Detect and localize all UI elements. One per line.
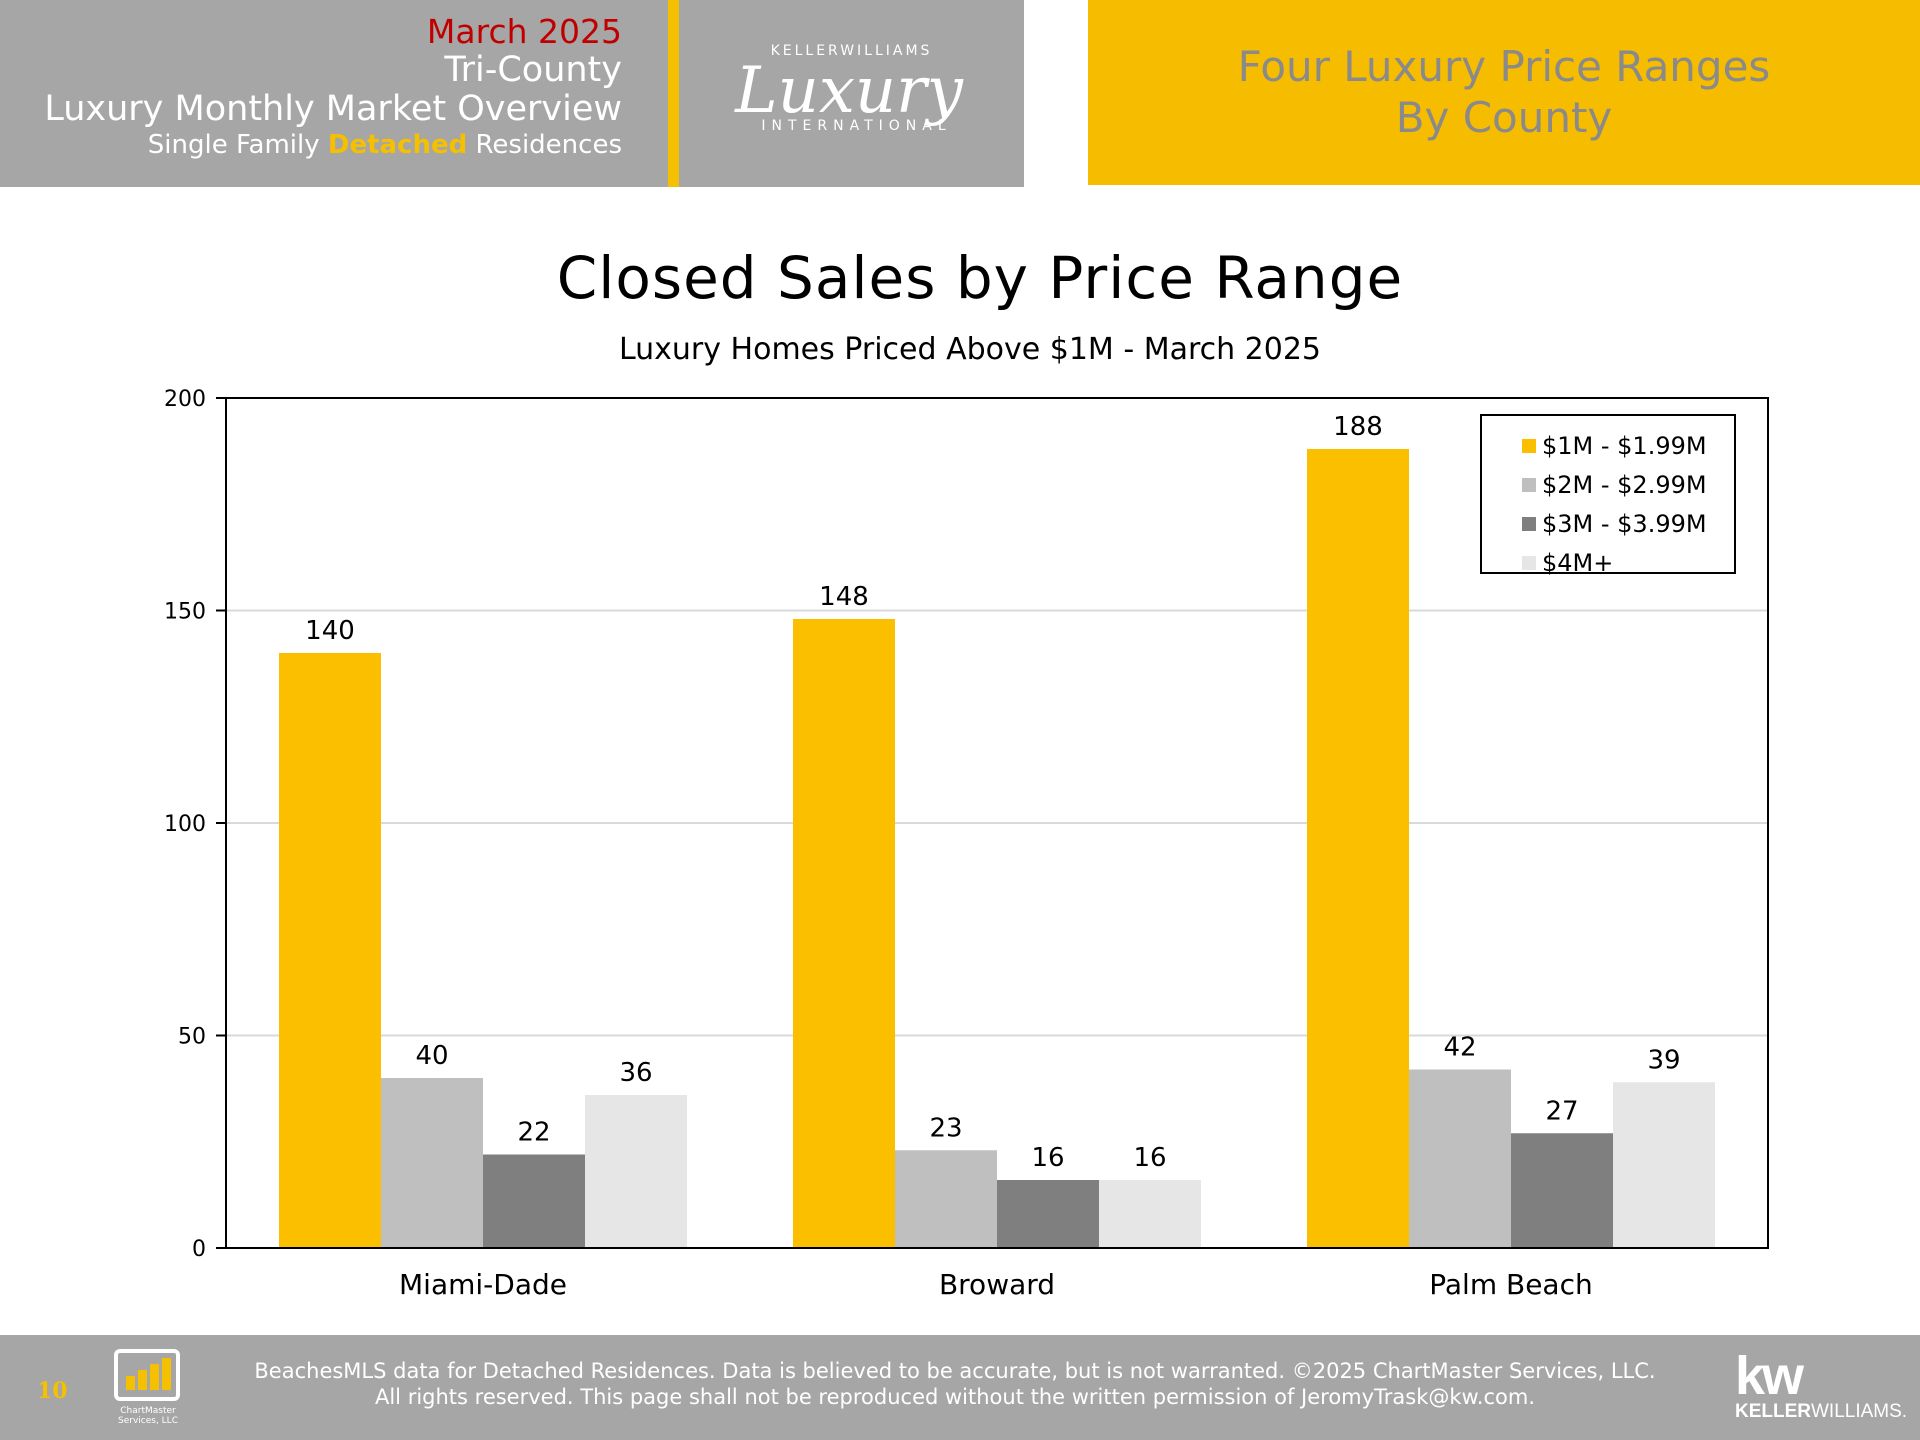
chartmaster-logo-text: ChartMaster Services, LLC — [118, 1406, 178, 1426]
bar — [279, 653, 381, 1248]
subtitle-post: Residences — [467, 130, 623, 161]
section-title-line2: By County — [1395, 92, 1613, 142]
bar — [793, 619, 895, 1248]
bar — [997, 1180, 1099, 1248]
bar-value-label: 27 — [1545, 1096, 1578, 1126]
footer-line-1: BeachesMLS data for Detached Residences.… — [254, 1359, 1656, 1383]
kw-mark: kw — [1735, 1346, 1804, 1406]
y-tick-label: 50 — [178, 1025, 206, 1050]
legend-item: $3M - $3.99M — [1522, 504, 1734, 543]
bar-value-label: 16 — [1133, 1143, 1166, 1173]
plot-frame — [225, 397, 1769, 1249]
legend-label: $1M - $1.99M — [1542, 431, 1707, 460]
bar-value-label: 188 — [1333, 412, 1383, 442]
header-title-panel: March 2025 Tri-County Luxury Monthly Mar… — [0, 0, 668, 187]
subtitle-highlight: Detached — [327, 130, 468, 161]
luxury-script-logo: Luxury — [734, 54, 964, 128]
bar — [483, 1154, 585, 1248]
bar — [585, 1095, 687, 1248]
bar-value-label: 23 — [929, 1113, 962, 1143]
bar-value-label: 39 — [1647, 1045, 1680, 1075]
subtitle-pre: Single Family — [147, 130, 328, 161]
bar-value-label: 42 — [1443, 1033, 1476, 1063]
bar — [1307, 449, 1409, 1248]
legend-label: $3M - $3.99M — [1542, 509, 1707, 538]
chart-subtitle: Luxury Homes Priced Above $1M - March 20… — [618, 332, 1322, 367]
y-tick-label: 150 — [164, 600, 206, 625]
bar — [381, 1078, 483, 1248]
chart-legend: $1M - $1.99M $2M - $2.99M $3M - $3.99M $4M+ — [1480, 414, 1736, 577]
bar — [1099, 1180, 1201, 1248]
kw-name-bold: KELLER — [1735, 1401, 1811, 1422]
logo-brand-text: KELLERWILLIAMS — [770, 43, 933, 59]
bar — [1613, 1082, 1715, 1248]
legend-swatch — [1522, 555, 1536, 570]
bar-value-label: 22 — [517, 1118, 550, 1148]
section-title-panel: Four Luxury Price Ranges By County — [1088, 0, 1920, 185]
x-category-label: Miami-Dade — [399, 1268, 567, 1301]
report-subtitle: Single Family Detached Residences — [44, 131, 622, 160]
legend-label: $4M+ — [1542, 548, 1614, 577]
bar-value-label: 36 — [619, 1058, 652, 1088]
kw-luxury-logo: KELLERWILLIAMS Luxury INTERNATIONAL — [679, 0, 1024, 187]
x-category-label: Broward — [939, 1268, 1055, 1301]
bar-value-label: 16 — [1031, 1143, 1064, 1173]
chartmaster-chart-icon — [114, 1349, 180, 1401]
logo-script-text: Luxury — [734, 54, 964, 128]
report-region: Tri-County — [444, 49, 622, 90]
header-accent-bar — [668, 0, 679, 187]
footer-disclaimer: BeachesMLS data for Detached Residences.… — [195, 1358, 1715, 1411]
bar — [895, 1150, 997, 1248]
footer: 10 ChartMaster Services, LLC BeachesMLS … — [0, 1335, 1920, 1440]
legend-swatch — [1522, 438, 1536, 453]
chart-title: Closed Sales by Price Range — [556, 244, 1404, 312]
y-tick-label: 0 — [192, 1237, 206, 1262]
legend-item: $4M+ — [1522, 543, 1734, 582]
legend-item: $2M - $2.99M — [1522, 465, 1734, 504]
y-tick-label: 100 — [164, 812, 206, 837]
y-tick-label: 200 — [164, 387, 206, 412]
bar-value-label: 140 — [305, 616, 355, 646]
legend-swatch — [1522, 516, 1536, 531]
closed-sales-bar-chart: 0 50 100 150 200 140 40 22 36 Miami-Dade 148 23 16 16… — [164, 387, 1769, 1301]
legend-item: $1M - $1.99M — [1522, 426, 1734, 465]
x-category-label: Palm Beach — [1429, 1268, 1592, 1301]
report-date: March 2025 — [426, 12, 622, 51]
legend-label: $2M - $2.99M — [1542, 470, 1707, 499]
page-number: 10 — [37, 1378, 68, 1404]
section-title-line1: Four Luxury Price Ranges — [1237, 42, 1771, 92]
report-title: Luxury Monthly Market Overview — [44, 89, 622, 130]
keller-williams-logo: kw KELLERWILLIAMS. — [1735, 1345, 1907, 1423]
bar-value-label: 148 — [819, 582, 869, 612]
footer-line-2: All rights reserved. This page shall not… — [374, 1385, 1536, 1410]
chartmaster-logo: ChartMaster Services, LLC — [108, 1345, 188, 1433]
kw-name: KELLERWILLIAMS. — [1735, 1401, 1907, 1423]
kw-name-rest: WILLIAMS. — [1811, 1401, 1908, 1422]
bar-value-label: 40 — [415, 1041, 448, 1071]
bar — [1511, 1133, 1613, 1248]
logo-sub-text: INTERNATIONAL — [761, 118, 952, 134]
legend-swatch — [1522, 477, 1536, 492]
bar — [1409, 1069, 1511, 1248]
